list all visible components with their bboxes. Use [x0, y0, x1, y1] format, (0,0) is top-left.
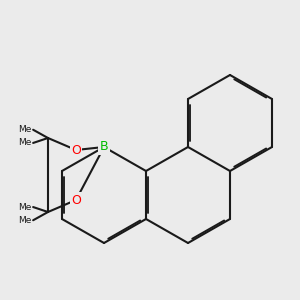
Text: O: O — [71, 194, 81, 206]
Text: Me: Me — [18, 216, 32, 225]
Text: O: O — [71, 143, 81, 157]
Text: Me: Me — [18, 125, 32, 134]
Text: B: B — [100, 140, 108, 154]
Text: Me: Me — [18, 138, 32, 147]
Text: Me: Me — [18, 202, 32, 211]
